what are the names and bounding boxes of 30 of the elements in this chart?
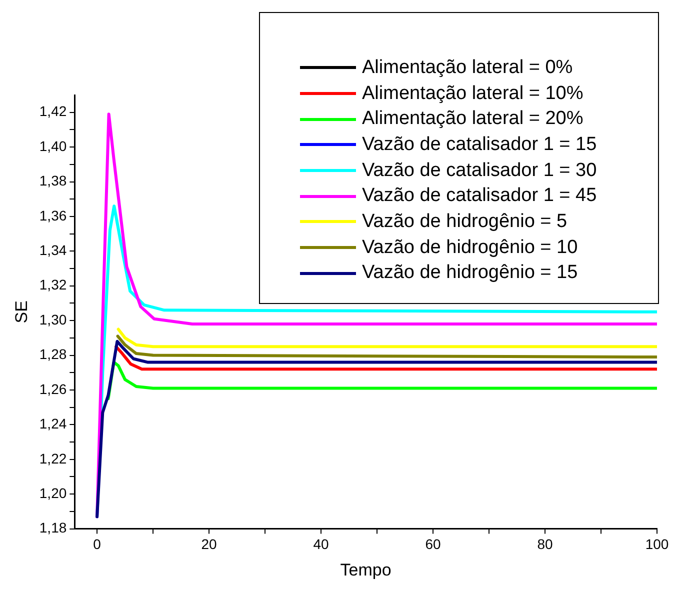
y-tick-label: 1,34 <box>39 242 67 258</box>
legend-label: Vazão de catalisador 1 = 30 <box>362 160 597 182</box>
y-tick-label: 1,28 <box>39 346 67 362</box>
x-tick-label: 100 <box>645 536 669 552</box>
legend-label: Alimentação lateral = 10% <box>362 82 584 105</box>
x-axis-title: Tempo <box>340 560 392 580</box>
y-tick-label: 1,20 <box>39 484 67 501</box>
y-tick-label: 1,26 <box>39 380 67 397</box>
y-tick-label: 1,36 <box>39 207 67 224</box>
y-tick-label: 1,38 <box>39 172 67 189</box>
x-tick-label: 20 <box>201 536 218 552</box>
legend-label: Alimentação lateral = 0% <box>362 56 573 79</box>
x-tick-label: 80 <box>537 536 554 552</box>
y-tick-label: 1,42 <box>39 103 67 120</box>
legend-label: Vazão de hidrogênio = 5 <box>362 210 568 233</box>
legend-label: Alimentação lateral = 20% <box>362 108 584 130</box>
y-tick-label: 1,32 <box>39 276 67 293</box>
y-tick-label: 1,40 <box>39 138 67 154</box>
y-tick-label: 1,18 <box>39 520 67 536</box>
legend-label: Vazão de catalisador 1 = 45 <box>362 185 597 208</box>
legend-label: Vazão de catalisador 1 = 15 <box>362 134 597 156</box>
y-tick-label: 1,22 <box>39 450 67 466</box>
legend-label: Vazão de hidrogênio = 10 <box>362 236 578 259</box>
y-tick-label: 1,24 <box>39 416 67 432</box>
x-tick-label: 40 <box>313 536 330 552</box>
y-tick-label: 1,30 <box>39 311 67 328</box>
legend-label: Vazão de hidrogênio = 15 <box>362 262 578 284</box>
x-tick-label: 60 <box>425 536 442 552</box>
y-axis-title: SE <box>12 300 31 324</box>
x-tick-label: 0 <box>93 536 102 552</box>
